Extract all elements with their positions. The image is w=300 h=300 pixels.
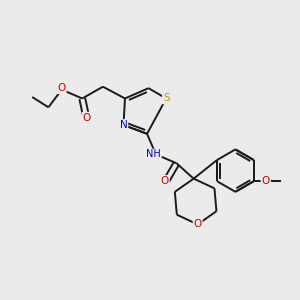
Text: S: S	[163, 94, 169, 103]
Text: N: N	[120, 120, 128, 130]
Text: O: O	[58, 83, 66, 93]
Text: O: O	[160, 176, 169, 186]
Text: O: O	[261, 176, 270, 186]
Text: NH: NH	[146, 149, 161, 159]
Text: O: O	[194, 219, 202, 230]
Text: O: O	[82, 112, 91, 123]
